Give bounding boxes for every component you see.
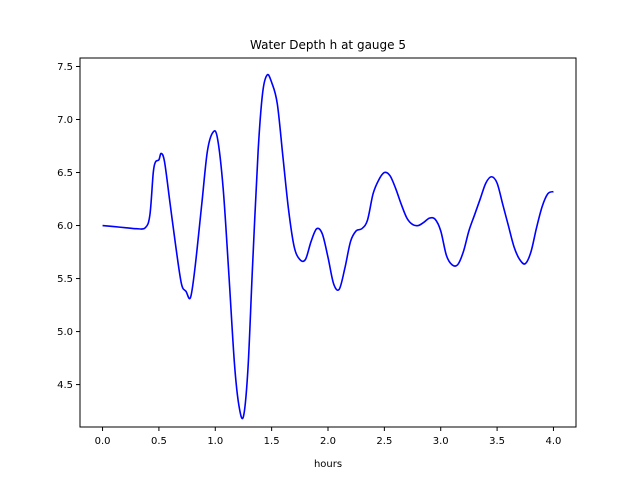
y-tick-label: 5.0 xyxy=(57,327,73,338)
y-axis: 4.5 5.0 5.5 6.0 6.5 7.0 7.5 xyxy=(57,62,80,391)
x-tick-label: 0.0 xyxy=(95,436,111,447)
y-tick-label: 5.5 xyxy=(57,274,73,285)
plot-frame xyxy=(79,57,577,428)
x-tick-label: 1.5 xyxy=(264,436,280,447)
x-tick-label: 3.0 xyxy=(433,436,449,447)
y-tick-label: 7.0 xyxy=(57,115,73,126)
x-tick-label: 2.0 xyxy=(320,436,336,447)
series-layer xyxy=(102,73,554,420)
series-line-0 xyxy=(102,73,554,420)
x-tick-label: 1.0 xyxy=(207,436,223,447)
x-tick-label: 3.5 xyxy=(489,436,505,447)
y-tick-label: 4.5 xyxy=(57,380,73,391)
chart-title: Water Depth h at gauge 5 xyxy=(250,38,406,52)
y-tick-label: 6.5 xyxy=(57,168,73,179)
y-tick-label: 6.0 xyxy=(57,221,73,232)
x-tick-label: 4.0 xyxy=(546,436,562,447)
x-tick-label: 2.5 xyxy=(376,436,392,447)
y-tick-label: 7.5 xyxy=(57,62,73,73)
x-axis: 0.0 0.5 1.0 1.5 2.0 2.5 3.0 3.5 4.0 xyxy=(95,427,562,447)
x-axis-label: hours xyxy=(314,459,342,470)
plot-area xyxy=(79,57,577,428)
x-tick-label: 0.5 xyxy=(151,436,167,447)
